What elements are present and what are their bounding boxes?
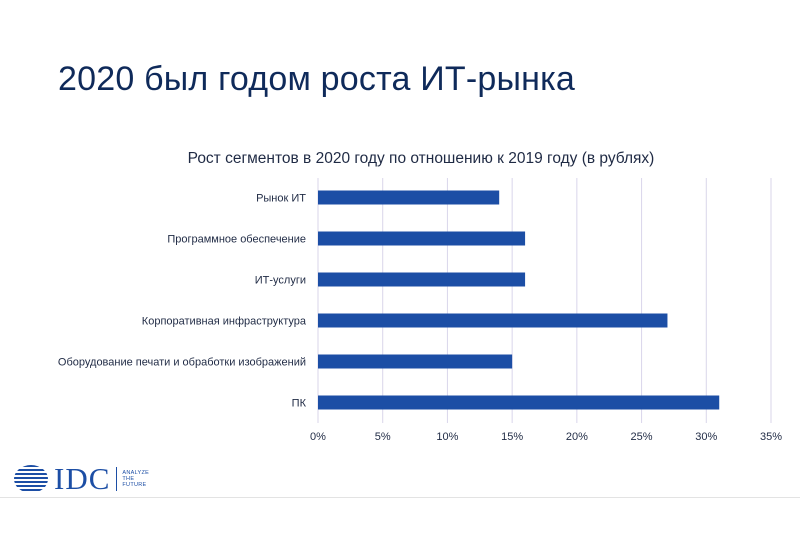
tagline-line: THE [122,476,135,482]
category-label: Оборудование печати и обработки изображе… [58,357,306,369]
bar [318,272,526,287]
bar [318,231,526,246]
logo-separator [116,467,118,491]
category-label: Программное обеспечение [167,234,306,246]
x-tick-label: 30% [695,431,717,443]
x-tick-label: 25% [631,431,653,443]
x-tick-label: 5% [375,431,391,443]
bar-chart: Рост сегментов в 2020 году по отношению … [58,150,782,443]
x-tick-label: 35% [760,431,782,443]
category-label: ИТ-услуги [255,275,306,287]
logo-tagline: ANALYZE THE FUTURE [122,470,149,488]
category-label: Корпоративная инфраструктура [142,316,307,328]
x-tick-label: 10% [436,431,458,443]
category-label: Рынок ИТ [256,193,306,205]
chart-tick-labels: 0% 5% 10% 15% 20% 25% 30% 35% [310,431,782,443]
footer-divider [0,497,800,498]
bar [318,354,513,369]
x-tick-label: 0% [310,431,326,443]
globe-icon [14,465,48,491]
x-tick-label: 20% [566,431,588,443]
chart-title: Рост сегментов в 2020 году по отношению … [188,150,655,167]
bar [318,395,720,410]
bar [318,190,500,205]
slide-title: 2020 был годом роста ИТ-рынка [58,60,576,98]
chart-bars [318,190,720,410]
chart-category-labels: Рынок ИТ Программное обеспечение ИТ-услуги… [58,193,307,410]
category-label: ПК [292,398,307,410]
chart-grid [317,178,772,423]
idc-logo: IDC ANALYZE THE FUTURE [12,463,149,495]
bar [318,313,668,328]
tagline-line: FUTURE [122,482,147,488]
x-tick-label: 15% [501,431,523,443]
tagline-line: ANALYZE [122,470,150,476]
logo-wordmark: IDC [54,461,111,496]
